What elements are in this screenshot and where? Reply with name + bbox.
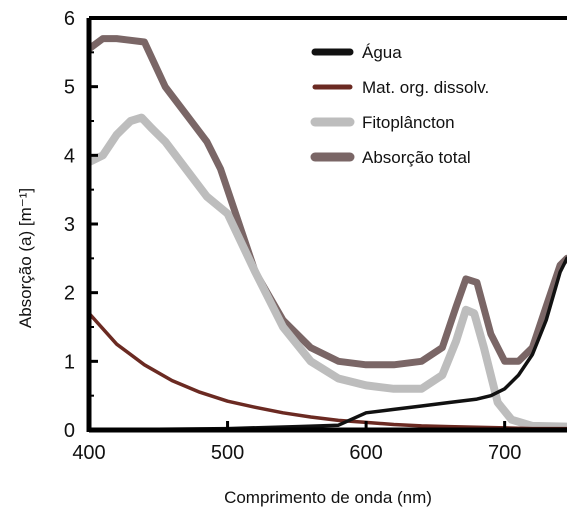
- y-tick-label: 3: [64, 214, 75, 236]
- series-layer: [89, 35, 567, 430]
- ticks-layer: 0 1 2 3 4 5 6 400 500 600 700: [64, 8, 521, 464]
- x-tick-label: 400: [72, 442, 105, 464]
- x-axis-title: Comprimento de onda (nm): [224, 488, 432, 507]
- series-line-fitoplancton: [89, 113, 567, 430]
- y-tick-label: 6: [64, 8, 75, 30]
- x-tick-label: 700: [488, 442, 521, 464]
- y-axis-title: Absorção (a) [m⁻¹]: [16, 188, 35, 328]
- legend-label: Água: [362, 43, 402, 62]
- legend: Água Mat. org. dissolv. Fitoplâncton Absorç…: [310, 43, 489, 167]
- legend-label: Mat. org. dissolv.: [362, 78, 489, 97]
- y-tick-label: 4: [64, 145, 75, 167]
- legend-label: Absorção total: [362, 148, 471, 167]
- y-tick-label: 1: [64, 351, 75, 373]
- x-tick-label: 500: [211, 442, 244, 464]
- y-tick-label: 5: [64, 77, 75, 99]
- series-line-mat-org-dissolv: [89, 311, 567, 430]
- y-tick-label: 0: [64, 420, 75, 442]
- series-line-absorcao-total: [89, 35, 567, 369]
- series-line-agua: [89, 256, 567, 430]
- x-tick-label: 600: [349, 442, 382, 464]
- legend-label: Fitoplâncton: [362, 113, 455, 132]
- y-tick-label: 2: [64, 283, 75, 305]
